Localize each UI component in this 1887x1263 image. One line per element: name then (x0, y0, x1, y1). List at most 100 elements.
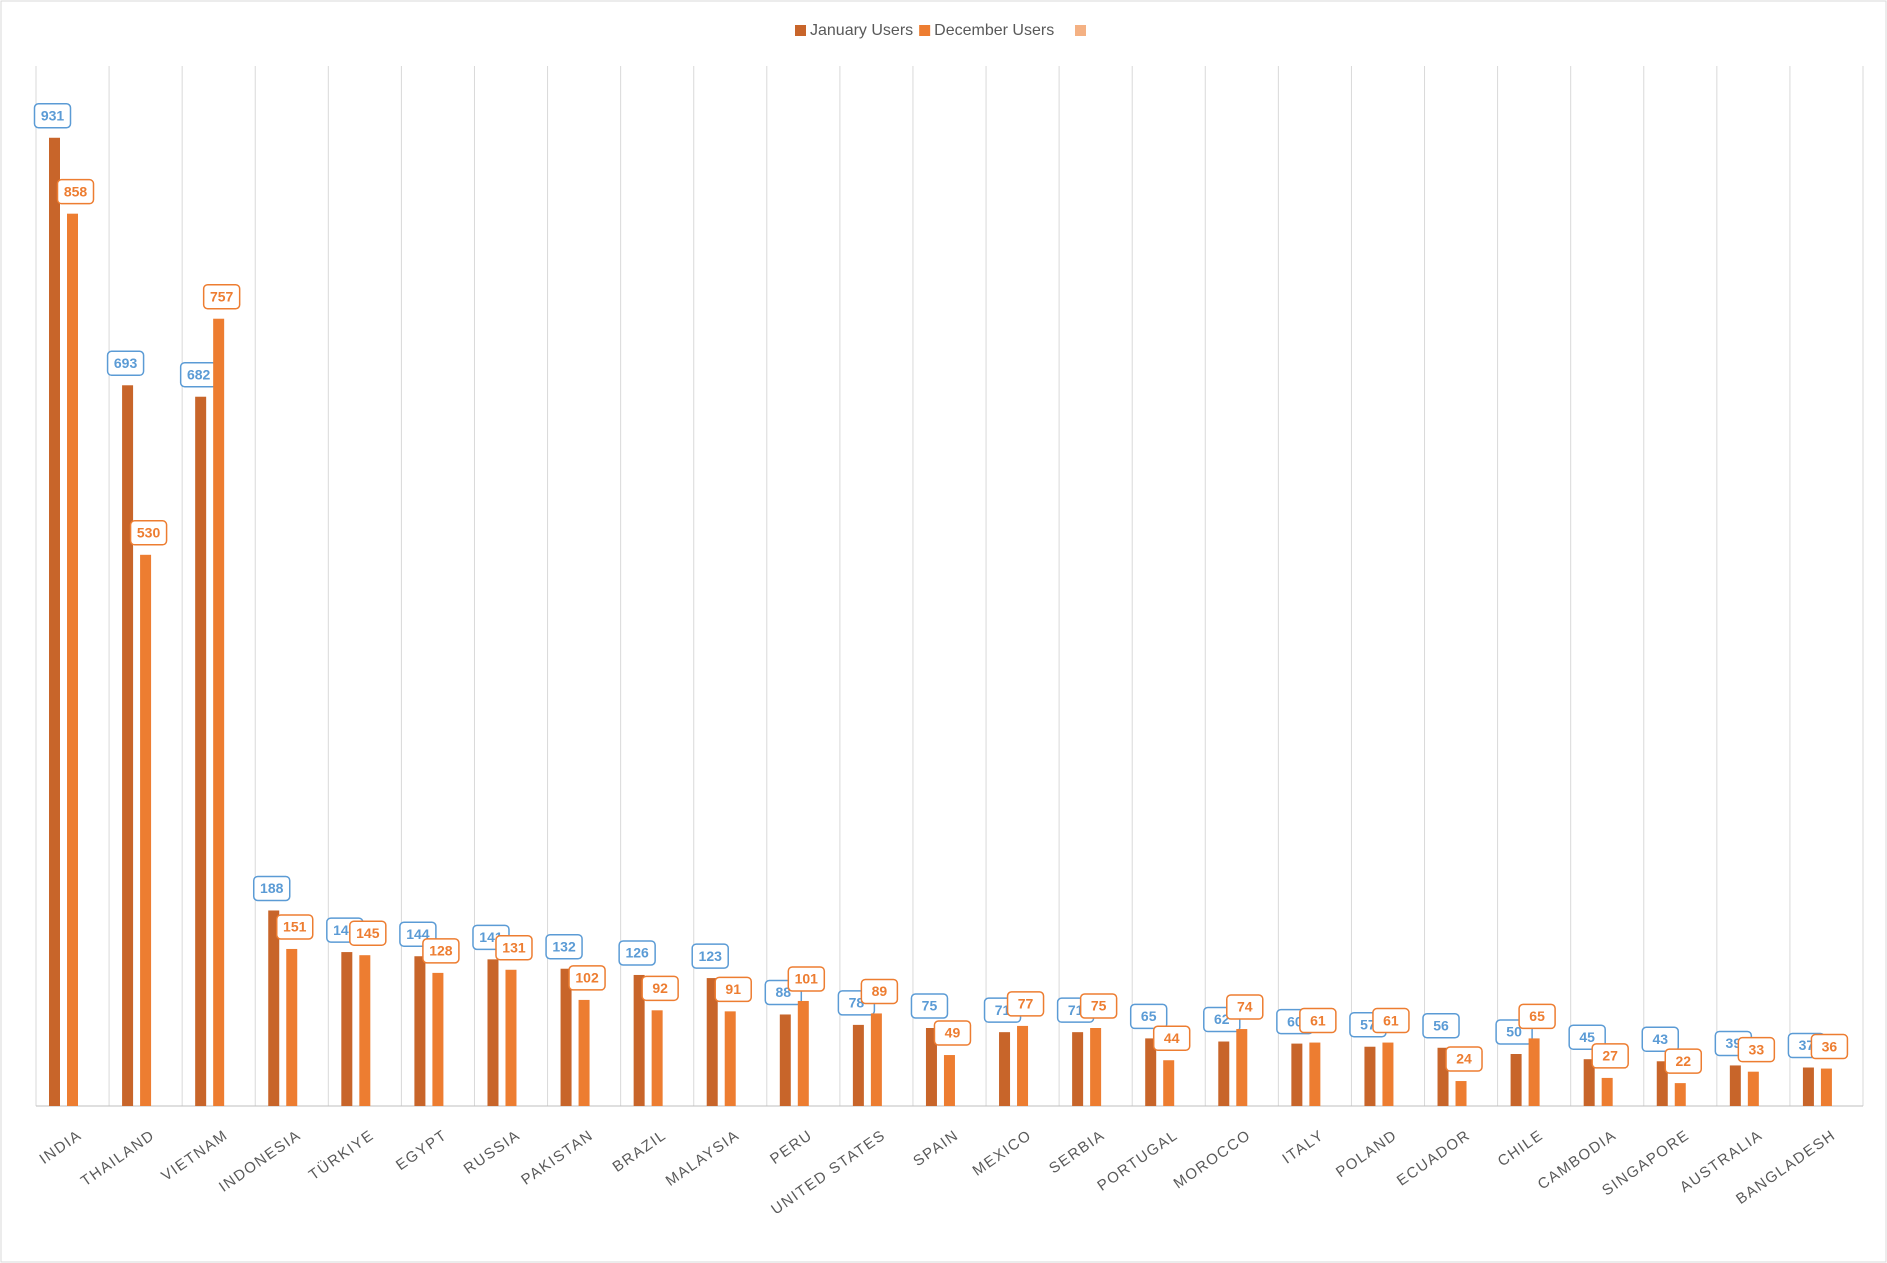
value-label: 693 (114, 355, 138, 371)
bar (797, 1000, 809, 1106)
bar (1455, 1081, 1467, 1106)
value-label-box (545, 933, 583, 960)
value-label-box (568, 965, 606, 991)
value-label: 57 (1360, 1016, 1376, 1032)
value-label-box (1422, 1013, 1460, 1039)
value-label: 131 (502, 939, 526, 955)
value-label: 75 (1091, 998, 1107, 1014)
value-label: 49 (945, 1025, 961, 1041)
bar (195, 396, 207, 1107)
value-label-box (1591, 1043, 1629, 1069)
value-label: 61 (1383, 1012, 1399, 1028)
bar (1072, 1032, 1084, 1106)
bar (1236, 1029, 1248, 1106)
bar (1583, 1059, 1595, 1106)
bar (1747, 1071, 1759, 1106)
bar (1364, 1046, 1376, 1106)
value-label: 123 (699, 948, 723, 964)
value-label-box (422, 938, 460, 964)
value-label-box (202, 283, 241, 310)
value-label: 61 (1310, 1012, 1326, 1028)
legend-label: December Users (934, 22, 1054, 39)
bar (487, 959, 499, 1106)
value-label-box (1299, 1007, 1337, 1034)
value-label: 74 (1237, 999, 1253, 1015)
bar (1510, 1054, 1522, 1106)
value-label: 71 (995, 1002, 1011, 1018)
bar (505, 969, 517, 1106)
value-label-box (618, 940, 656, 966)
value-label-box (1664, 1048, 1703, 1074)
value-label: 45 (1579, 1029, 1595, 1045)
value-label: 56 (1433, 1017, 1449, 1033)
bar (432, 972, 444, 1106)
bar (268, 910, 280, 1106)
bar (1382, 1042, 1394, 1106)
bar (67, 213, 78, 1106)
bar (1601, 1077, 1613, 1106)
bar (943, 1055, 955, 1106)
value-label: 530 (137, 525, 161, 541)
value-label-box (910, 993, 949, 1019)
bar (1309, 1042, 1321, 1106)
value-label-box (252, 875, 291, 902)
value-label: 144 (406, 926, 430, 942)
value-label: 75 (922, 998, 938, 1014)
bar (1656, 1061, 1668, 1106)
value-label-box (495, 935, 533, 961)
value-label-box (106, 350, 145, 377)
value-label-box (1445, 1046, 1483, 1072)
bar (286, 948, 298, 1106)
bar (359, 955, 371, 1106)
bar (1729, 1065, 1741, 1106)
value-label-box (1226, 994, 1264, 1020)
value-label-box (1737, 1036, 1776, 1063)
bar (870, 1013, 882, 1106)
value-label-box (129, 520, 168, 546)
value-label-box (33, 103, 72, 129)
value-label-box (714, 976, 752, 1003)
bar (706, 978, 718, 1106)
value-label-box (641, 975, 679, 1002)
legend-swatch (919, 25, 931, 36)
bar (140, 554, 152, 1106)
value-label: 27 (1602, 1048, 1618, 1064)
value-label: 33 (1749, 1041, 1765, 1057)
bar (1820, 1068, 1832, 1106)
value-label-box (275, 914, 314, 940)
value-label: 24 (1456, 1051, 1472, 1067)
value-label-box (1810, 1033, 1849, 1060)
value-label: 65 (1141, 1008, 1157, 1024)
value-label-box (1006, 991, 1045, 1017)
bar (999, 1032, 1011, 1106)
bar (925, 1028, 937, 1106)
value-label: 128 (429, 943, 453, 959)
bar (779, 1014, 791, 1106)
bar (49, 137, 60, 1106)
value-label: 36 (1822, 1038, 1838, 1054)
value-label-box (56, 178, 95, 205)
value-label: 39 (1726, 1035, 1742, 1051)
bar (414, 956, 426, 1106)
value-label: 71 (1068, 1002, 1084, 1018)
value-label: 102 (575, 970, 599, 986)
bar (1017, 1025, 1029, 1106)
bar (1802, 1067, 1814, 1106)
value-label: 22 (1675, 1053, 1691, 1069)
bar (852, 1024, 864, 1106)
value-label-box (1152, 1025, 1191, 1051)
value-label: 77 (1018, 996, 1034, 1012)
value-label: 43 (1652, 1031, 1668, 1047)
value-label-box (860, 978, 899, 1005)
value-label: 101 (795, 971, 819, 987)
bar (578, 999, 590, 1106)
value-label: 37 (1799, 1037, 1815, 1053)
bar (1163, 1060, 1175, 1106)
value-label: 132 (552, 938, 576, 954)
bar (633, 974, 645, 1106)
value-label-box (787, 966, 826, 992)
value-label: 92 (652, 980, 668, 996)
legend-swatch (795, 25, 806, 36)
value-label-box (933, 1020, 972, 1046)
